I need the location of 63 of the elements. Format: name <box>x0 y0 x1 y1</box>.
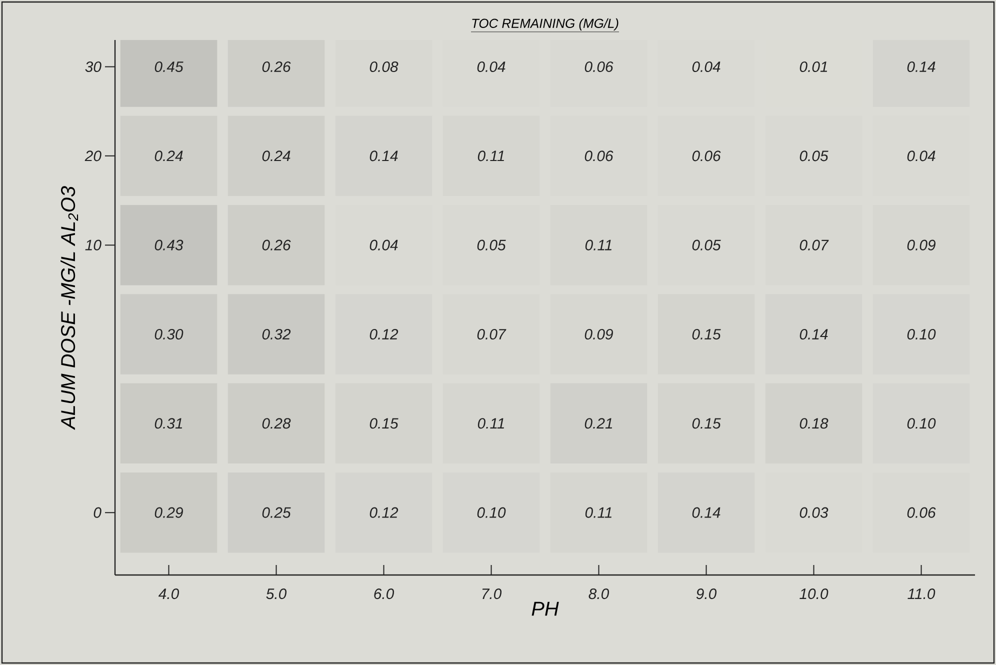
data-label: 0.14 <box>907 61 936 72</box>
data-label: 0.10 <box>477 507 506 518</box>
data-label: 0.45 <box>154 61 184 72</box>
data-label: 0.10 <box>907 328 936 340</box>
data-label: 0.05 <box>692 240 721 250</box>
x-tick-label: 5.0 <box>266 588 287 600</box>
data-label: 0.26 <box>262 61 291 72</box>
data-label: 0.07 <box>477 328 506 340</box>
data-label: 0.06 <box>584 150 614 162</box>
data-label: 0.43 <box>154 240 184 250</box>
x-tick-label: 4.0 <box>158 588 180 600</box>
data-label: 0.18 <box>800 418 828 429</box>
data-label: 0.15 <box>692 418 721 429</box>
data-label: 0.04 <box>477 61 506 72</box>
data-label: 0.15 <box>370 418 398 429</box>
x-tick-label: 11.0 <box>908 588 936 600</box>
data-label: 0.09 <box>584 328 613 340</box>
y-tick-label: 10 <box>85 240 102 250</box>
data-label: 0.31 <box>154 418 182 429</box>
data-label: 0.04 <box>907 150 936 162</box>
chart-title: TOC REMAINING (MG/L) <box>472 18 618 31</box>
data-label: 0.11 <box>478 418 504 429</box>
x-tick-label: 9.0 <box>696 588 717 600</box>
x-tick-label: 7.0 <box>482 588 502 600</box>
data-label: 0.12 <box>370 507 398 518</box>
data-label: 0.14 <box>370 150 398 162</box>
data-label: 0.30 <box>154 328 184 340</box>
y-tick-label: 0 <box>94 507 102 518</box>
data-label: 0.06 <box>907 507 936 518</box>
y-tick-label: 20 <box>84 150 102 162</box>
data-label: 0.14 <box>800 328 828 340</box>
data-label: 0.08 <box>370 61 398 72</box>
data-label: 0.01 <box>800 61 828 72</box>
data-label: 0.28 <box>262 418 291 429</box>
data-label: 0.05 <box>800 150 828 162</box>
data-label: 0.07 <box>800 240 829 250</box>
data-label: 0.25 <box>262 507 291 518</box>
data-label: 0.12 <box>370 328 398 340</box>
data-label: 0.24 <box>154 150 183 162</box>
x-tick-label: 6.0 <box>374 588 394 600</box>
data-label: 0.24 <box>262 150 290 162</box>
data-label: 0.06 <box>584 61 614 72</box>
y-tick-label: 30 <box>85 61 102 72</box>
data-label: 0.29 <box>154 507 183 518</box>
data-label: 0.11 <box>478 150 504 162</box>
data-label: 0.04 <box>692 61 720 72</box>
data-label: 0.04 <box>370 240 398 250</box>
data-label: 0.32 <box>262 328 291 340</box>
data-label: 0.15 <box>692 328 721 340</box>
data-label: 0.11 <box>585 240 612 250</box>
data-label: 0.26 <box>262 240 291 250</box>
data-label: 0.09 <box>907 240 936 250</box>
y-axis-title: ALUM DOSE -MG/L AL$_{2}$O3 <box>60 186 78 430</box>
data-label: 0.11 <box>585 507 612 518</box>
data-label: 0.03 <box>800 507 828 518</box>
x-tick-label: 10.0 <box>800 588 828 600</box>
data-label: 0.05 <box>477 240 506 250</box>
data-label: 0.06 <box>692 150 721 162</box>
x-axis-title: PH <box>532 602 559 616</box>
data-label: 0.14 <box>692 507 720 518</box>
data-label: 0.10 <box>907 418 936 429</box>
data-label: 0.21 <box>584 418 612 429</box>
x-tick-label: 8.0 <box>588 588 610 600</box>
